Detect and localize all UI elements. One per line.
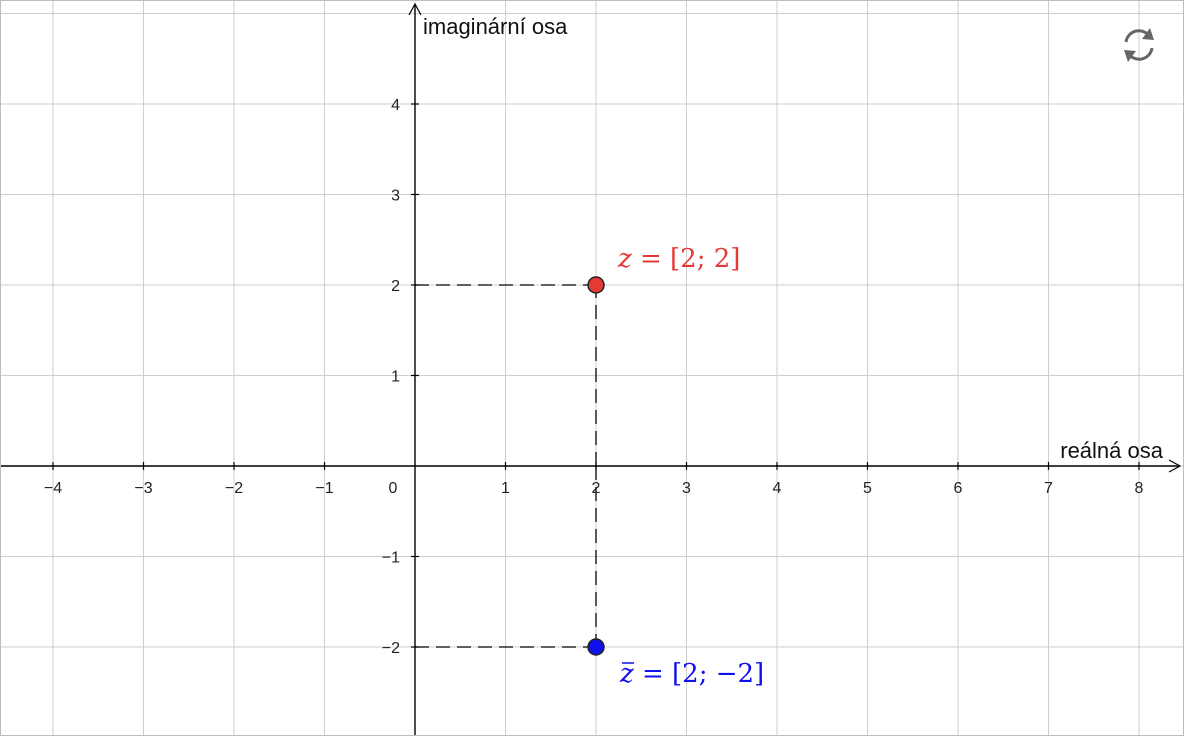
x-tick-label: 0: [389, 480, 398, 497]
x-tick-label: 2: [592, 480, 601, 497]
projection-lines: [415, 284, 597, 648]
x-tick-label: 7: [1044, 480, 1053, 497]
x-tick-label: −1: [315, 480, 333, 497]
y-tick-label: −1: [382, 550, 400, 567]
x-tick-label: 1: [501, 480, 510, 497]
x-axis-arrow: [1168, 459, 1182, 473]
point-zbar: [587, 638, 605, 656]
x-tick-label: 4: [773, 480, 782, 497]
x-axis-title: reálná osa: [1060, 438, 1164, 463]
y-tick-label: 3: [391, 188, 400, 205]
points: z = [2; 2] z = [2; −2]: [587, 244, 764, 689]
y-tick-label: 4: [391, 97, 400, 114]
x-tick-label: −4: [44, 480, 62, 497]
y-tick-label: 1: [391, 369, 400, 386]
y-axis-title: imaginární osa: [423, 14, 568, 39]
x-tick-label: −3: [134, 480, 152, 497]
y-axis-arrow: [408, 2, 422, 16]
y-tick-label: 2: [391, 278, 400, 295]
x-tick-label: 3: [682, 480, 691, 497]
y-tick-label: −2: [382, 640, 400, 657]
point-label-zbar: z = [2; −2]: [619, 659, 764, 689]
reset-button[interactable]: [1119, 23, 1159, 67]
x-tick-label: 6: [954, 480, 963, 497]
tick-labels: −4 −3 −2 −1 0 1 2 3 4 5 6 7 8 −2 −1 1 2 3 4: [44, 97, 1144, 657]
point-label-z: z = [2; 2]: [617, 244, 740, 274]
x-tick-label: −2: [225, 480, 243, 497]
refresh-icon: [1124, 28, 1154, 62]
x-tick-label: 5: [863, 480, 872, 497]
point-z: [587, 276, 605, 294]
x-tick-label: 8: [1135, 480, 1144, 497]
